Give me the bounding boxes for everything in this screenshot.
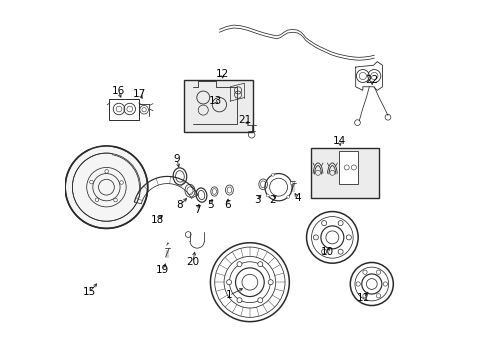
FancyBboxPatch shape [310,148,378,198]
Circle shape [313,235,318,240]
Text: 3: 3 [253,195,260,205]
Circle shape [237,298,242,303]
Circle shape [114,198,117,202]
Circle shape [210,243,289,321]
Circle shape [337,221,343,226]
FancyBboxPatch shape [338,150,357,184]
Text: 8: 8 [176,200,183,210]
Text: 16: 16 [111,86,124,96]
Text: 13: 13 [208,96,221,106]
Text: 15: 15 [83,287,96,297]
Circle shape [321,249,326,254]
Text: 6: 6 [224,200,230,210]
Text: 9: 9 [173,154,180,164]
Text: 11: 11 [356,293,369,303]
Circle shape [306,212,357,263]
Text: 20: 20 [186,257,199,267]
Circle shape [257,262,262,267]
Text: 18: 18 [151,215,164,225]
Text: 7: 7 [193,206,200,216]
Circle shape [383,282,387,286]
Text: 1: 1 [225,291,232,301]
Circle shape [271,174,274,176]
Text: 17: 17 [133,89,146,99]
Circle shape [362,270,366,274]
Circle shape [321,221,326,226]
Text: 14: 14 [332,136,346,145]
Circle shape [349,262,392,306]
Circle shape [95,198,99,202]
Text: 4: 4 [294,193,300,203]
Circle shape [355,282,360,286]
Circle shape [65,146,147,228]
Circle shape [257,298,262,303]
Circle shape [362,294,366,298]
Circle shape [346,235,351,240]
FancyBboxPatch shape [183,80,253,132]
Circle shape [376,294,380,298]
Text: 21: 21 [238,115,251,125]
Circle shape [376,270,380,274]
Text: 10: 10 [321,247,334,257]
Text: 5: 5 [206,200,213,210]
Text: 12: 12 [215,69,228,79]
FancyBboxPatch shape [109,99,139,120]
Text: 2: 2 [268,195,275,205]
Circle shape [89,180,93,184]
Circle shape [266,194,269,197]
Text: 19: 19 [156,265,169,275]
Circle shape [286,195,289,198]
Text: 22: 22 [365,75,378,85]
Circle shape [237,262,242,267]
Circle shape [226,280,231,285]
Circle shape [104,170,108,173]
Circle shape [120,181,123,184]
Circle shape [337,249,343,254]
Circle shape [289,182,292,185]
Circle shape [267,280,273,285]
